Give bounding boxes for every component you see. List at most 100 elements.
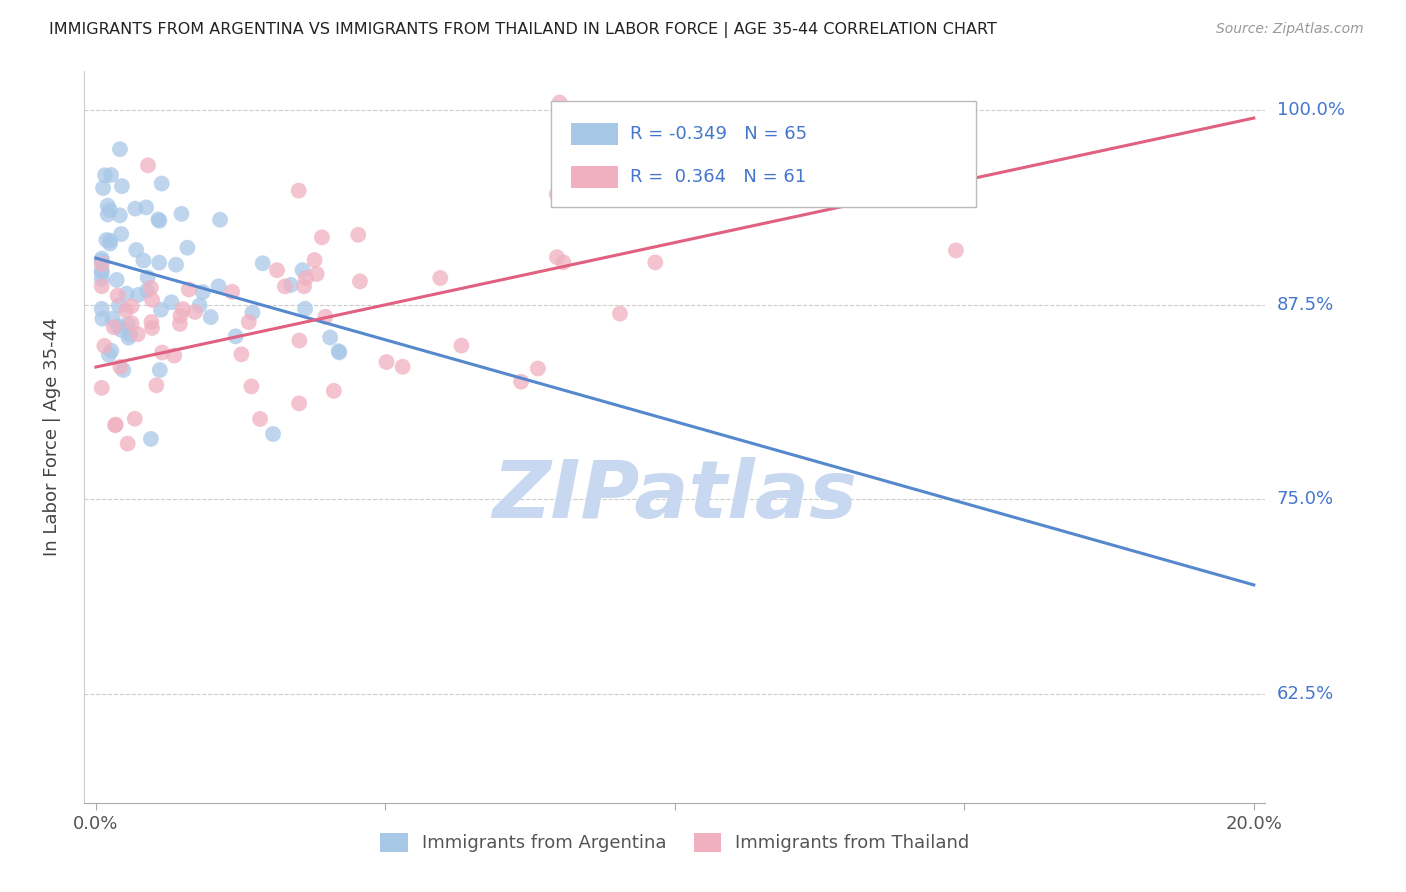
Point bbox=[231, 347, 253, 361]
Text: 62.5%: 62.5% bbox=[1277, 685, 1334, 703]
Point bbox=[262, 427, 284, 442]
Point bbox=[548, 95, 571, 110]
Point bbox=[170, 207, 193, 221]
Point bbox=[136, 158, 159, 172]
Text: 75.0%: 75.0% bbox=[1277, 491, 1334, 508]
Point bbox=[96, 233, 118, 247]
Point bbox=[139, 432, 162, 446]
Point bbox=[644, 255, 666, 269]
Point bbox=[148, 212, 170, 227]
Point bbox=[184, 305, 207, 319]
Point bbox=[112, 363, 135, 377]
Point bbox=[117, 436, 139, 450]
Point bbox=[510, 375, 533, 389]
Point bbox=[145, 378, 167, 392]
Point bbox=[90, 257, 112, 271]
Point bbox=[91, 311, 114, 326]
Point bbox=[127, 288, 149, 302]
Point bbox=[107, 319, 129, 334]
Point bbox=[527, 361, 550, 376]
Point bbox=[450, 338, 472, 352]
Point bbox=[93, 339, 115, 353]
Point bbox=[103, 320, 125, 334]
Point bbox=[141, 293, 163, 307]
Point bbox=[375, 355, 398, 369]
Point bbox=[274, 279, 297, 293]
Point bbox=[149, 302, 172, 317]
Point bbox=[124, 411, 146, 425]
Point bbox=[90, 301, 112, 316]
Point bbox=[90, 253, 112, 268]
Point bbox=[107, 288, 129, 302]
Point bbox=[98, 234, 121, 248]
Point bbox=[191, 285, 214, 299]
Point bbox=[304, 253, 326, 268]
Point bbox=[121, 299, 143, 313]
Point bbox=[165, 258, 187, 272]
Point bbox=[121, 316, 143, 330]
Point bbox=[108, 299, 131, 313]
Point bbox=[132, 253, 155, 268]
Point bbox=[292, 279, 315, 293]
Point bbox=[148, 213, 170, 227]
Point bbox=[150, 345, 173, 359]
Text: ZIPatlas: ZIPatlas bbox=[492, 457, 858, 534]
Point bbox=[108, 208, 131, 222]
Point bbox=[108, 142, 131, 156]
Point bbox=[553, 255, 575, 269]
Text: R = -0.349   N = 65: R = -0.349 N = 65 bbox=[630, 125, 807, 144]
Point bbox=[429, 271, 451, 285]
Point bbox=[110, 227, 132, 241]
Point bbox=[104, 417, 127, 432]
Point bbox=[238, 315, 260, 329]
Point bbox=[328, 344, 350, 359]
Point bbox=[291, 263, 314, 277]
Point bbox=[105, 273, 128, 287]
Point bbox=[349, 274, 371, 288]
Point bbox=[391, 359, 413, 374]
Point bbox=[149, 363, 172, 377]
Point bbox=[225, 329, 247, 343]
Point bbox=[177, 283, 200, 297]
Point bbox=[176, 241, 198, 255]
Point bbox=[100, 168, 122, 182]
Text: R =  0.364   N = 61: R = 0.364 N = 61 bbox=[630, 168, 806, 186]
Point bbox=[249, 412, 271, 426]
Point bbox=[322, 384, 344, 398]
Text: IMMIGRANTS FROM ARGENTINA VS IMMIGRANTS FROM THAILAND IN LABOR FORCE | AGE 35-44: IMMIGRANTS FROM ARGENTINA VS IMMIGRANTS … bbox=[49, 22, 997, 38]
Point bbox=[124, 202, 146, 216]
Point bbox=[98, 203, 121, 218]
Point bbox=[115, 286, 138, 301]
Bar bbox=[571, 123, 619, 145]
Point bbox=[280, 277, 302, 292]
Point bbox=[117, 318, 139, 332]
Point bbox=[110, 323, 132, 337]
Point bbox=[294, 301, 316, 316]
Point bbox=[240, 379, 263, 393]
Point bbox=[127, 327, 149, 342]
Point bbox=[200, 310, 222, 324]
Point bbox=[328, 345, 350, 359]
Point bbox=[188, 298, 211, 312]
Text: 87.5%: 87.5% bbox=[1277, 296, 1334, 314]
Point bbox=[945, 244, 967, 258]
Point bbox=[100, 343, 122, 358]
Point bbox=[136, 270, 159, 285]
Point bbox=[148, 255, 170, 269]
Point bbox=[139, 281, 162, 295]
Point bbox=[288, 334, 311, 348]
Point bbox=[141, 321, 163, 335]
Point bbox=[546, 250, 568, 264]
Point bbox=[169, 317, 191, 331]
Point bbox=[347, 227, 370, 242]
Point bbox=[136, 284, 159, 298]
Legend: Immigrants from Argentina, Immigrants from Thailand: Immigrants from Argentina, Immigrants fr… bbox=[373, 826, 977, 860]
Point bbox=[101, 311, 124, 326]
Point bbox=[209, 212, 232, 227]
Point bbox=[117, 331, 139, 345]
Point bbox=[314, 310, 336, 324]
Y-axis label: In Labor Force | Age 35-44: In Labor Force | Age 35-44 bbox=[42, 318, 60, 557]
Point bbox=[110, 359, 132, 374]
Point bbox=[90, 252, 112, 266]
Point bbox=[221, 285, 243, 299]
